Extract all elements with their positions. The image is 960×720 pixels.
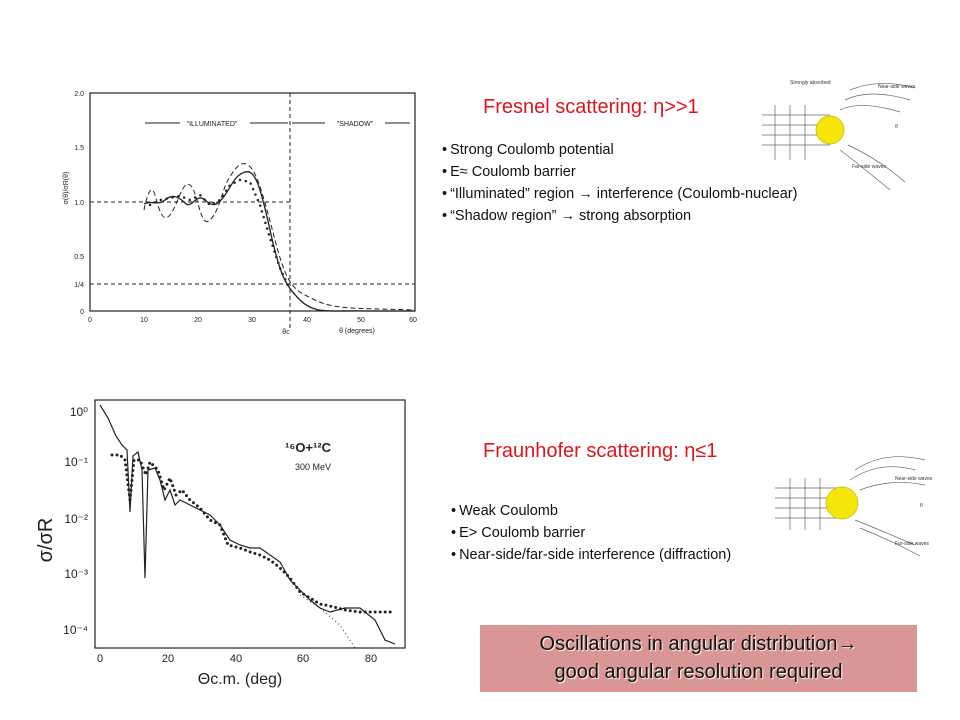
diagram-label: Near-side waves — [878, 84, 916, 90]
note-line: good angular resolution required — [554, 661, 843, 683]
x-tick-label: 60 — [297, 653, 309, 665]
y-axis-label: σ/σR — [35, 518, 57, 563]
x-tick-label: 0 — [97, 653, 103, 665]
x-tick-label: 20 — [162, 653, 174, 665]
diagram-label: Near-side waves — [895, 476, 933, 482]
plot-2-labels: ¹⁶O+¹²C 300 MeV σ/σR 10⁰ 10⁻¹ 10⁻² 10⁻³ … — [35, 405, 377, 688]
y-tick-label: 1.5 — [74, 145, 84, 152]
wave-arc — [839, 144, 906, 191]
y-tick-label: 10⁻¹ — [64, 455, 88, 469]
x-tick-label: 40 — [303, 317, 311, 324]
bullet-list: Strong Coulomb potential E≈ Coulomb barr… — [432, 139, 797, 227]
wave-arc — [849, 456, 926, 491]
y-tick-label: 10⁻⁴ — [63, 623, 88, 637]
diagram-2-labels: Near-side waves Far-side waves θ — [895, 476, 933, 547]
bullet: “Shadow region” → strong absorption — [442, 205, 797, 227]
diagram-label: Far-side waves — [895, 541, 929, 547]
bullet: “Illuminated” region → interference (Cou… — [442, 183, 797, 205]
annotation: 300 MeV — [295, 462, 331, 472]
diagram-1-labels: Strongly absorbed Near-side waves Far-si… — [790, 80, 916, 170]
section-title: Fraunhofer scattering: η≤1 — [483, 440, 718, 462]
diagram-label: Strongly absorbed — [790, 80, 831, 86]
curve — [299, 594, 356, 649]
bullet: E≈ Coulomb barrier — [442, 161, 797, 183]
x-tick-label: 80 — [365, 653, 377, 665]
data-points — [148, 178, 292, 292]
region-label: "ILLUMINATED" — [187, 121, 238, 128]
note-box: Oscillations in angular distribution→ go… — [480, 625, 917, 692]
x-tick-label: 20 — [194, 317, 202, 324]
y-axis-label: σ(θ)/σR(θ) — [63, 172, 70, 205]
y-tick-label: 0.5 — [74, 254, 84, 261]
bullet: E> Coulomb barrier — [451, 522, 731, 544]
diagram-2 — [775, 456, 926, 557]
plot-1-labels: "ILLUMINATED" "SHADOW" σ(θ)/σR(θ) 2.0 1.… — [63, 91, 417, 336]
diagram-label: Far-side waves — [852, 164, 886, 170]
plot-2 — [94, 399, 406, 649]
bullet-list: Weak Coulomb E> Coulomb barrier Near-sid… — [441, 500, 731, 566]
wave-arc — [854, 519, 921, 557]
curve — [99, 404, 396, 645]
x-axis-label: θ (degrees) — [339, 328, 375, 335]
curve — [143, 171, 415, 312]
data-points — [110, 453, 394, 614]
diagram-label: θ — [920, 503, 923, 509]
x-tick-label: 60 — [409, 317, 417, 324]
region-label: "SHADOW" — [337, 121, 374, 128]
y-tick-label: 1.0 — [74, 200, 84, 207]
annotation: ¹⁶O+¹²C — [285, 440, 332, 455]
section-title: Fresnel scattering: η>>1 — [483, 96, 699, 118]
x-tick-label: 40 — [230, 653, 242, 665]
y-tick-label: 10⁰ — [70, 405, 88, 419]
x-tick-label: 30 — [248, 317, 256, 324]
plot-1 — [89, 92, 416, 330]
x-tick-label: 10 — [140, 317, 148, 324]
note-line: Oscillations in angular distribution→ — [539, 633, 858, 655]
diagram-label: θ — [895, 124, 898, 130]
y-tick-label: 1/4 — [74, 282, 84, 289]
y-tick-label: 10⁻² — [64, 512, 88, 526]
nucleus — [825, 486, 859, 520]
bullet: Weak Coulomb — [451, 500, 731, 522]
theta-c-label: θc — [282, 329, 290, 336]
nucleus — [815, 115, 845, 145]
curve — [143, 163, 416, 311]
y-tick-label: 10⁻³ — [64, 567, 88, 581]
y-tick-label: 2.0 — [74, 91, 84, 98]
bullet: Near-side/far-side interference (diffrac… — [451, 544, 731, 566]
x-axis-label: Θc.m. (deg) — [198, 671, 282, 688]
bullet: Strong Coulomb potential — [442, 139, 797, 161]
plot-frame — [94, 399, 406, 649]
wave-arc — [839, 83, 916, 113]
y-tick-label: 0 — [80, 309, 84, 316]
x-tick-label: 50 — [357, 317, 365, 324]
x-tick-label: 0 — [88, 317, 92, 324]
